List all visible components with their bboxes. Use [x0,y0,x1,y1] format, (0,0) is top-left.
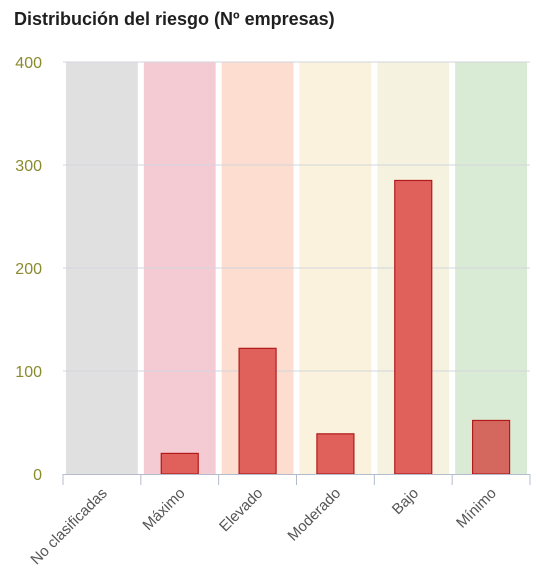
bar[interactable] [394,179,433,475]
x-tick-label: Máximo [139,485,188,534]
chart-title: Distribución del riesgo (Nº empresas) [14,9,335,29]
x-tick-label: No clasificadas [27,485,110,568]
y-tick-label: 400 [15,55,42,72]
bars [160,179,511,475]
x-axis: No clasificadas Máximo Elevado Moderado Bajo… [27,474,531,568]
bar[interactable] [160,452,199,475]
y-axis: 0 100 200 300 400 [15,55,42,484]
bar[interactable] [471,419,511,475]
x-tick-label: Moderado [284,485,344,545]
x-tick-label: Elevado [216,485,266,535]
bar[interactable] [238,347,277,475]
y-tick-label: 0 [33,467,42,484]
y-tick-label: 200 [15,261,42,278]
bar[interactable] [316,433,355,475]
x-tick-label: Bajo [389,485,422,518]
gridlines [63,61,530,372]
x-tick-label: Mínimo [453,485,500,532]
y-tick-label: 300 [15,158,42,175]
y-tick-label: 100 [15,364,42,381]
